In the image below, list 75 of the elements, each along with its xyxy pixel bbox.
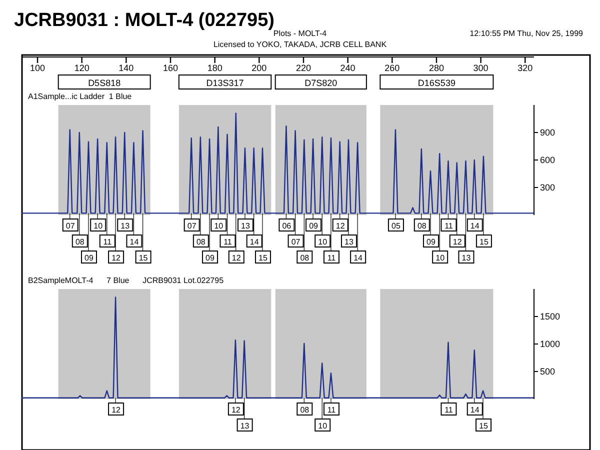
annotation: 12 — [112, 254, 122, 262]
x-tick-label: 280 — [428, 63, 444, 73]
annotation: 15 — [479, 422, 489, 430]
annotation: 14 — [354, 254, 364, 262]
line-series — [21, 112, 535, 214]
annotation: 13 — [241, 222, 250, 230]
x-tick-label: 140 — [118, 63, 134, 73]
x-tick-label: 200 — [252, 63, 267, 73]
annotation: 08 — [75, 238, 85, 246]
x-tick-label: 120 — [74, 63, 90, 73]
annotation: 09 — [309, 222, 319, 230]
annotation: 13 — [120, 222, 130, 230]
band-label: D13S317 — [206, 78, 244, 88]
x-tick-label: 320 — [518, 63, 533, 73]
annotation: 14 — [250, 238, 260, 246]
y-tick-label: 300 — [540, 182, 556, 192]
annotation: 11 — [327, 254, 336, 262]
annotation: 09 — [206, 254, 216, 262]
x-tick-label: 220 — [296, 63, 312, 73]
annotation: 12 — [232, 254, 242, 262]
annotation: 07 — [291, 238, 301, 246]
annotation: 11 — [444, 222, 454, 230]
chart-subtitle: Plots - MOLT-4 — [273, 29, 328, 38]
annotation: 12 — [231, 406, 241, 414]
annotation: 09 — [84, 254, 94, 262]
annotation: 07 — [187, 222, 197, 230]
annotation: 05 — [392, 222, 401, 230]
y-tick-label: 600 — [540, 155, 556, 165]
band-label: D16S539 — [418, 78, 456, 88]
annotation: 09 — [426, 238, 436, 246]
annotation: 13 — [344, 238, 354, 246]
x-tick-label: 100 — [30, 63, 46, 73]
annotation: 13 — [240, 422, 250, 430]
annotation: 11 — [444, 406, 454, 414]
annotation: 14 — [130, 238, 140, 246]
band-label: D7S820 — [304, 78, 338, 88]
annotation: 08 — [196, 238, 206, 246]
y-tick-label: 500 — [540, 366, 556, 376]
annotation: 08 — [417, 222, 427, 230]
line-series — [21, 296, 535, 398]
annotation: 10 — [318, 238, 328, 246]
x-tick-label: 240 — [340, 63, 356, 73]
annotation: 15 — [138, 254, 148, 262]
x-tick-label: 260 — [384, 63, 400, 73]
chart-title: B2SampleMOLT-4 7 Blue JCRB9031 Lot.022795 — [28, 276, 224, 285]
y-tick-label: 1500 — [540, 312, 560, 322]
band-label: D5S818 — [88, 78, 121, 88]
annotation: 13 — [462, 254, 472, 262]
annotation: 12 — [112, 406, 122, 414]
text: Licensed to YOKO, TAKADA, JCRB CELL BANK — [213, 40, 388, 49]
annotation: 10 — [318, 422, 328, 430]
annotation: 08 — [300, 406, 310, 414]
y-tick-label: 900 — [540, 128, 556, 138]
x-tick-label: 160 — [162, 63, 178, 73]
annotation: 11 — [103, 238, 112, 246]
chart-title: JCRB9031 : MOLT-4 (022795) — [14, 10, 274, 31]
annotation: 15 — [258, 254, 268, 262]
annotation: 06 — [282, 222, 292, 230]
annotation: 12 — [452, 238, 462, 246]
text: A1Sample...ic Ladder 1 Blue — [28, 92, 132, 101]
annotation: 10 — [436, 254, 446, 262]
x-tick-label: 180 — [207, 63, 222, 73]
annotation: 15 — [480, 238, 489, 246]
text: 12:10:55 PM Thu, Nov 25, 1999 — [470, 29, 584, 38]
annotation: 07 — [66, 222, 76, 230]
annotation: 10 — [94, 222, 104, 230]
annotation: 08 — [300, 254, 310, 262]
annotation: 14 — [470, 406, 480, 414]
y-tick-label: 1000 — [540, 339, 560, 349]
x-tick-label: 300 — [473, 63, 488, 73]
annotation: 11 — [327, 406, 336, 414]
annotation: 12 — [336, 222, 346, 230]
annotation: 14 — [470, 222, 480, 230]
annotation: 10 — [214, 222, 224, 230]
annotation: 11 — [224, 238, 232, 246]
